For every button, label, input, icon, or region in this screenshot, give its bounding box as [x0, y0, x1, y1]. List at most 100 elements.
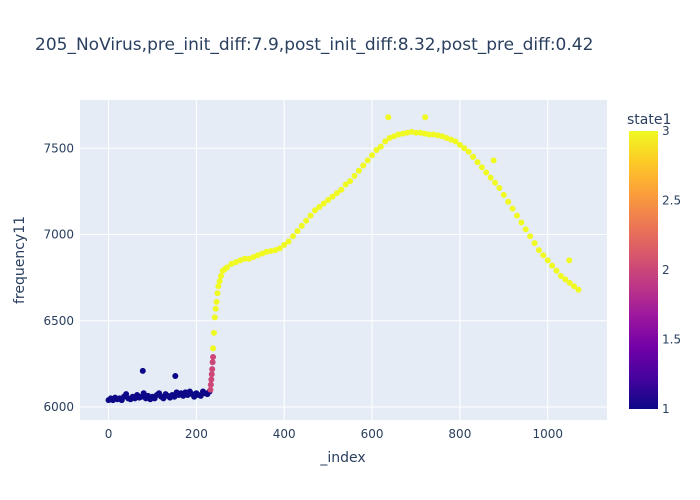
- x-tick-label: 200: [185, 427, 208, 441]
- data-point: [285, 238, 292, 245]
- data-point: [422, 114, 429, 121]
- data-point: [360, 162, 367, 169]
- data-point: [518, 219, 525, 226]
- x-tick-label: 1000: [532, 427, 563, 441]
- y-tick-label: 6500: [43, 314, 74, 328]
- data-point: [213, 298, 220, 305]
- data-point: [208, 371, 215, 378]
- y-tick-label: 7500: [43, 141, 74, 155]
- data-point: [465, 148, 472, 155]
- data-point: [540, 252, 547, 259]
- data-point: [140, 390, 147, 397]
- data-point: [210, 354, 217, 361]
- data-point: [535, 247, 542, 254]
- data-point: [426, 131, 433, 138]
- data-point: [470, 153, 477, 160]
- data-point: [513, 212, 520, 219]
- data-point: [289, 233, 296, 240]
- x-tick-label: 800: [448, 427, 471, 441]
- chart-title: 205_NoVirus,pre_init_diff:7.9,post_init_…: [35, 35, 593, 55]
- data-point: [369, 152, 376, 159]
- data-point: [316, 203, 323, 210]
- data-point: [553, 267, 560, 274]
- x-tick-labels: 0 200 400 600 800 1000: [105, 427, 563, 441]
- data-point: [531, 240, 538, 247]
- data-point: [329, 193, 336, 200]
- data-point: [373, 147, 380, 154]
- data-point: [461, 145, 468, 152]
- data-point: [412, 129, 419, 136]
- data-point: [505, 198, 512, 205]
- x-tick-label: 600: [361, 427, 384, 441]
- data-point: [500, 191, 507, 198]
- data-point: [276, 245, 283, 252]
- data-point: [212, 305, 219, 312]
- data-point: [562, 276, 569, 283]
- data-point: [216, 278, 223, 285]
- data-point: [487, 174, 494, 181]
- data-point: [210, 329, 217, 336]
- data-point: [333, 190, 340, 197]
- data-point: [281, 241, 288, 248]
- y-axis-label: frequency11: [12, 216, 28, 304]
- colorbar-tick-labels: 1 1.5 2 2.5 3: [662, 124, 681, 416]
- colorbar-tick-label: 1.5: [662, 333, 681, 347]
- plot-area: [80, 100, 607, 420]
- data-point: [347, 178, 354, 185]
- data-point: [566, 257, 573, 264]
- data-point: [241, 255, 248, 262]
- data-points: [105, 114, 582, 404]
- data-point: [522, 226, 529, 233]
- data-point: [377, 143, 384, 150]
- data-point: [207, 386, 214, 393]
- data-point: [211, 314, 218, 321]
- data-point: [456, 141, 463, 148]
- data-point: [209, 366, 216, 373]
- data-point: [294, 228, 301, 235]
- x-axis-label: _index: [319, 450, 365, 466]
- data-point: [496, 184, 503, 191]
- data-point: [492, 179, 499, 186]
- data-point: [544, 257, 551, 264]
- colorbar-tick-label: 2.5: [662, 194, 681, 208]
- data-point: [208, 376, 215, 383]
- y-tick-label: 6000: [43, 400, 74, 414]
- data-point: [575, 286, 582, 293]
- data-point: [557, 272, 564, 279]
- data-point: [474, 159, 481, 166]
- data-point: [527, 233, 534, 240]
- colorbar-title: state1: [627, 112, 671, 128]
- data-point: [307, 212, 314, 219]
- data-point: [338, 186, 345, 193]
- data-point: [483, 169, 490, 176]
- y-tick-label: 7000: [43, 228, 74, 242]
- x-tick-label: 400: [273, 427, 296, 441]
- data-point: [566, 279, 573, 286]
- data-point: [214, 290, 221, 297]
- colorbar: [629, 131, 658, 409]
- data-point: [342, 181, 349, 188]
- colorbar-tick-label: 3: [662, 124, 670, 138]
- data-point: [478, 164, 485, 171]
- colorbar-tick-label: 2: [662, 263, 670, 277]
- data-point: [509, 205, 516, 212]
- data-point: [325, 197, 332, 204]
- colorbar-tick-label: 1: [662, 402, 670, 416]
- x-tick-label: 0: [105, 427, 113, 441]
- data-point: [215, 283, 222, 290]
- data-point: [549, 262, 556, 269]
- data-point: [224, 264, 231, 271]
- data-point: [382, 138, 389, 145]
- data-point: [571, 283, 578, 290]
- data-point: [209, 359, 216, 366]
- data-point: [490, 157, 497, 164]
- data-point: [311, 207, 318, 214]
- data-point: [303, 217, 310, 224]
- data-point: [298, 222, 305, 229]
- data-point: [139, 367, 146, 374]
- data-point: [452, 138, 459, 145]
- data-point: [364, 157, 371, 164]
- data-point: [351, 172, 358, 179]
- data-point: [210, 345, 217, 352]
